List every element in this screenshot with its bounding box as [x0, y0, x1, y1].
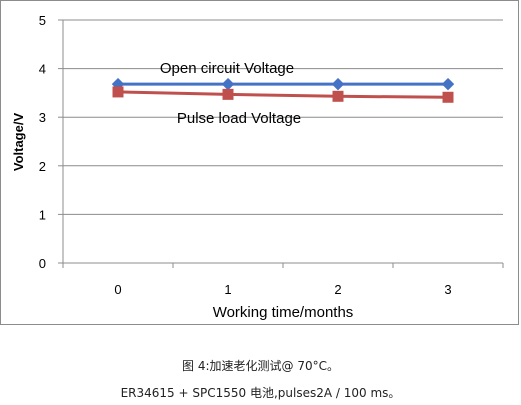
voltage-chart: 0 1 2 3 4 5 0 1 2 3 Open circuit Voltage Pulse l…: [11, 13, 504, 321]
data-point-diamond: [331, 77, 345, 91]
series-label-pulse-load: Pulse load Voltage: [177, 110, 301, 127]
data-point-square: [222, 88, 234, 100]
y-tick-label: 3: [39, 110, 46, 125]
x-tick-label: 1: [224, 282, 231, 297]
figure-caption-title: 图 4:加速老化测试@ 70°C。: [182, 359, 339, 373]
figure-caption-subtitle: ER34615 + SPC1550 电池,pulses2A / 100 ms。: [120, 386, 401, 400]
y-tick-label: 5: [39, 13, 46, 28]
data-point-square: [112, 86, 124, 98]
y-tick-label: 1: [39, 207, 46, 222]
y-axis-title: Voltage/V: [11, 113, 26, 172]
series-line-1: [117, 90, 449, 99]
chart-frame: [0, 0, 519, 325]
x-axis-title: Working time/months: [213, 304, 354, 321]
y-tick-label: 4: [39, 62, 46, 77]
y-tick-label: 0: [39, 256, 46, 271]
data-point-square: [442, 91, 454, 103]
x-tick-label: 0: [114, 282, 121, 297]
series-label-open-circuit: Open circuit Voltage: [160, 60, 294, 77]
data-point-diamond: [221, 77, 235, 91]
x-tick-label: 2: [334, 282, 341, 297]
x-tick-label: 3: [444, 282, 451, 297]
data-point-diamond: [441, 77, 455, 91]
data-point-square: [332, 90, 344, 102]
y-tick-label: 2: [39, 159, 46, 174]
